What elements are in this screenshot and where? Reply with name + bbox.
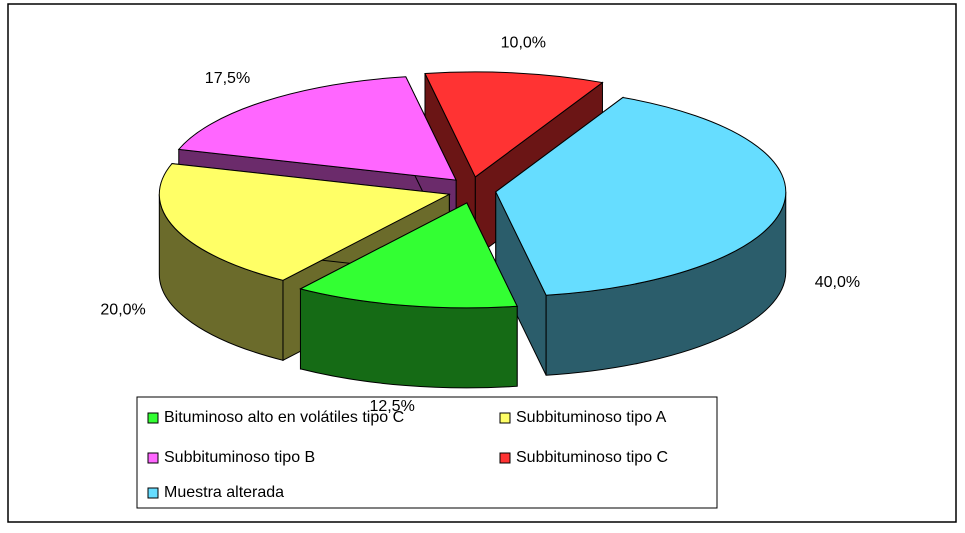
legend-label: Subbituminoso tipo C — [516, 449, 668, 466]
data-label: 40,0% — [815, 274, 860, 291]
slice — [158, 163, 452, 281]
legend-label: Muestra alterada — [164, 484, 284, 501]
data-label: 20,0% — [100, 301, 145, 318]
slice — [495, 96, 787, 296]
slice — [424, 71, 604, 178]
legend-swatch — [499, 452, 511, 464]
legend-label: Subbituminoso tipo A — [516, 409, 667, 426]
legend-label: Bituminoso alto en volátiles tipo C — [164, 409, 404, 426]
data-label: 10,0% — [501, 34, 546, 51]
legend-swatch — [147, 452, 159, 464]
data-label: 12,5% — [369, 398, 414, 415]
data-label: 17,5% — [205, 70, 250, 87]
legend-swatch — [499, 412, 511, 424]
slice — [177, 76, 457, 181]
legend-swatch — [147, 412, 159, 424]
legend-swatch — [147, 487, 159, 499]
legend-box — [136, 396, 718, 509]
slice — [299, 202, 518, 309]
legend-label: Subbituminoso tipo B — [164, 449, 315, 466]
